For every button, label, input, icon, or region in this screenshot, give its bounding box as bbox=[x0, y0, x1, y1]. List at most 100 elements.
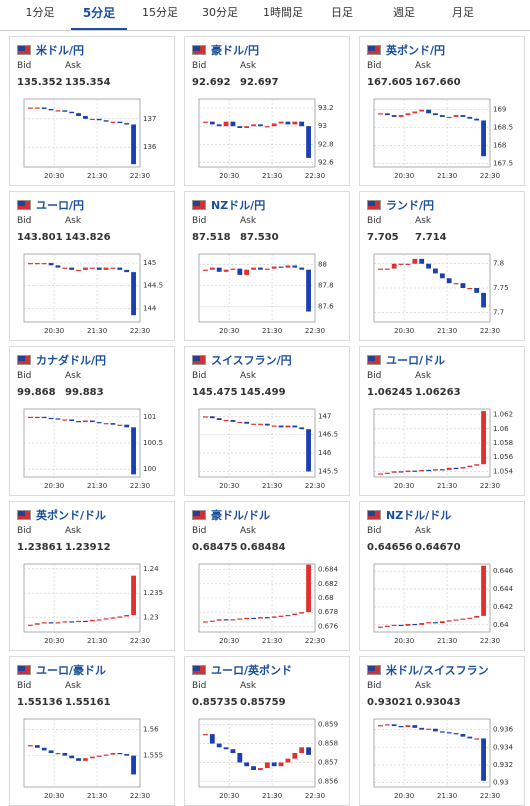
pair-name[interactable]: ランド/円 bbox=[386, 199, 435, 212]
x-tick-label: 21:30 bbox=[87, 327, 107, 335]
candle bbox=[209, 620, 215, 622]
candle bbox=[419, 727, 425, 730]
tab[interactable]: 1分足 bbox=[25, 6, 55, 19]
pair-name[interactable]: 豪ドル/円 bbox=[211, 44, 260, 57]
candle bbox=[299, 267, 305, 270]
candle bbox=[446, 467, 452, 470]
candle bbox=[426, 469, 431, 472]
x-tick-label: 22:30 bbox=[305, 327, 325, 335]
candle bbox=[117, 267, 123, 270]
candle bbox=[433, 622, 438, 624]
bid-label: Bid bbox=[367, 371, 382, 381]
pair-name[interactable]: スイスフラン/円 bbox=[211, 354, 292, 367]
x-tick-label: 21:30 bbox=[437, 792, 457, 800]
candle bbox=[306, 126, 311, 158]
candle bbox=[89, 118, 95, 121]
currency-card[interactable]: カナダドル/円 Bid Ask 99.868 99.883 101 100.5 100 20:3… bbox=[9, 346, 175, 496]
candle bbox=[474, 464, 480, 466]
currency-card[interactable]: スイスフラン/円 Bid Ask 145.475 145.499 147 146.5 146 1… bbox=[184, 346, 350, 496]
candle bbox=[203, 121, 208, 123]
candle bbox=[237, 753, 243, 763]
pair-name[interactable]: NZドル/ドル bbox=[386, 509, 452, 522]
candle bbox=[426, 622, 431, 624]
pair-name[interactable]: ユーロ/円 bbox=[36, 199, 85, 212]
currency-card[interactable]: NZドル/ドル Bid Ask 0.64656 0.64670 0.646 0.644 0.6… bbox=[359, 501, 525, 651]
x-tick-label: 22:30 bbox=[130, 482, 150, 490]
candle bbox=[28, 624, 33, 626]
mini-chart: 0.684 0.682 0.68 0.678 0.676 20:30 21:30 22:30 bbox=[198, 563, 339, 645]
pair-name[interactable]: ユーロ/ドル bbox=[386, 354, 446, 367]
x-tick-label: 21:30 bbox=[437, 172, 457, 180]
candle bbox=[474, 288, 480, 293]
currency-card[interactable]: ユーロ/ドル Bid Ask 1.06245 1.06263 1.062 1.06 1.058… bbox=[359, 346, 525, 496]
tab[interactable]: 5分足 bbox=[71, 0, 127, 30]
pair-name[interactable]: カナダドル/円 bbox=[36, 354, 107, 367]
pair-name[interactable]: 英ポンド/円 bbox=[386, 44, 446, 57]
currency-card[interactable]: 豪ドル/ドル Bid Ask 0.68475 0.68484 0.684 0.682 0.68… bbox=[184, 501, 350, 651]
bid-label: Bid bbox=[17, 61, 32, 71]
tab[interactable]: 週足 bbox=[393, 6, 415, 19]
flag-icon bbox=[367, 45, 381, 55]
pair-name[interactable]: 米ドル/円 bbox=[36, 44, 85, 57]
y-tick-label: 87.6 bbox=[318, 302, 334, 310]
currency-card[interactable]: 米ドル/スイスフラン Bid Ask 0.93021 0.93043 0.936 0.934… bbox=[359, 656, 525, 806]
candle bbox=[131, 272, 136, 316]
flag-canton bbox=[368, 356, 375, 361]
currency-card[interactable]: ユーロ/英ポンド Bid Ask 0.85735 0.85759 0.859 0.858 0.… bbox=[184, 656, 350, 806]
tab[interactable]: 日足 bbox=[331, 6, 353, 19]
pair-name[interactable]: 英ポンド/ドル bbox=[36, 509, 107, 522]
x-tick-label: 22:30 bbox=[305, 172, 325, 180]
flag-icon bbox=[17, 510, 31, 520]
candle bbox=[103, 267, 109, 270]
ask-value: 0.93043 bbox=[415, 697, 461, 708]
x-tick-label: 21:30 bbox=[262, 172, 282, 180]
currency-card[interactable]: ユーロ/円 Bid Ask 143.801 143.826 145 144.5 144 20:3… bbox=[9, 191, 175, 341]
y-tick-label: 0.858 bbox=[318, 740, 338, 748]
currency-card[interactable]: ランド/円 Bid Ask 7.705 7.714 7.8 7.75 7.7 20:30 21:3… bbox=[359, 191, 525, 341]
bid-value: 7.705 bbox=[367, 232, 399, 243]
candle bbox=[34, 745, 40, 748]
tab[interactable]: 月足 bbox=[452, 6, 474, 19]
currency-card[interactable]: 豪ドル/円 Bid Ask 92.692 92.697 93.2 93 92.8 92.6 20:… bbox=[184, 36, 350, 186]
candle bbox=[34, 263, 40, 265]
candle bbox=[439, 273, 445, 279]
currency-card[interactable]: ユーロ/豪ドル Bid Ask 1.55136 1.55161 1.56 1.555 20:3… bbox=[9, 656, 175, 806]
candle bbox=[110, 753, 116, 755]
bid-label: Bid bbox=[367, 61, 382, 71]
mini-chart: 0.646 0.644 0.642 0.64 20:30 21:30 22:30 bbox=[373, 563, 514, 645]
pair-name[interactable]: ユーロ/英ポンド bbox=[211, 664, 293, 677]
y-tick-label: 0.682 bbox=[318, 580, 338, 588]
candle bbox=[230, 420, 236, 422]
currency-card[interactable]: NZドル/円 Bid Ask 87.518 87.530 88 87.8 87.6 20:30 2… bbox=[184, 191, 350, 341]
candle bbox=[460, 734, 466, 737]
tab[interactable]: 30分足 bbox=[202, 6, 238, 19]
candle bbox=[412, 258, 418, 264]
plot-frame bbox=[373, 718, 491, 788]
pair-name[interactable]: ユーロ/豪ドル bbox=[36, 664, 107, 677]
pair-name[interactable]: 米ドル/スイスフラン bbox=[386, 664, 489, 677]
currency-card[interactable]: 英ポンド/円 Bid Ask 167.605 167.660 169 168.5 168 167… bbox=[359, 36, 525, 186]
pair-name[interactable]: NZドル/円 bbox=[211, 199, 266, 212]
candle bbox=[48, 417, 54, 420]
candle bbox=[251, 766, 256, 770]
tab[interactable]: 15分足 bbox=[142, 6, 178, 19]
currency-card[interactable]: 米ドル/円 Bid Ask 135.352 135.354 137 136 20:30 21:3… bbox=[9, 36, 175, 186]
plot-frame bbox=[198, 408, 316, 478]
flag-canton bbox=[193, 356, 200, 361]
candle bbox=[223, 747, 229, 750]
currency-card[interactable]: 英ポンド/ドル Bid Ask 1.23861 1.23912 1.24 1.235 1.23… bbox=[9, 501, 175, 651]
candle bbox=[251, 617, 256, 620]
y-tick-label: 144.5 bbox=[143, 282, 163, 290]
candle bbox=[405, 263, 411, 265]
x-tick-label: 20:30 bbox=[394, 792, 414, 800]
candle bbox=[258, 617, 263, 619]
ask-value: 1.06263 bbox=[415, 387, 461, 398]
pair-name[interactable]: 豪ドル/ドル bbox=[211, 509, 271, 522]
x-tick-label: 21:30 bbox=[262, 637, 282, 645]
tab[interactable]: 1時間足 bbox=[263, 6, 303, 19]
x-tick-label: 20:30 bbox=[44, 792, 64, 800]
flag-canton bbox=[18, 46, 25, 51]
candle bbox=[110, 267, 116, 269]
candle bbox=[41, 622, 47, 624]
candle bbox=[124, 123, 130, 125]
